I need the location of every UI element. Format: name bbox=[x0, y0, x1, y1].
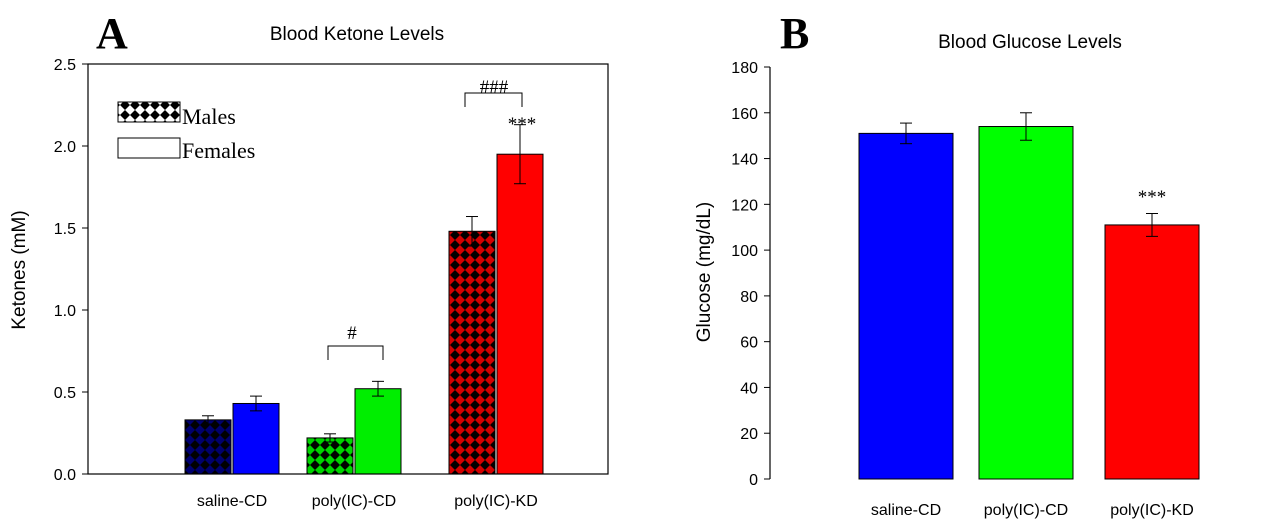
y-tick-label: 120 bbox=[731, 197, 758, 214]
panel-b-x-tick-labels: saline-CD poly(IC)-CD poly(IC)-KD bbox=[871, 502, 1194, 519]
y-tick-label: 1.5 bbox=[54, 221, 76, 238]
y-tick-label: 180 bbox=[731, 60, 758, 77]
panel-b-y-ticks: 0 20 40 60 80 100 120 140 160 180 bbox=[731, 60, 770, 489]
x-tick-label: saline-CD bbox=[197, 493, 267, 510]
x-tick-label: poly(IC)-KD bbox=[1110, 502, 1194, 519]
panel-b-title: Blood Glucose Levels bbox=[938, 32, 1122, 53]
y-tick-label: 80 bbox=[740, 289, 758, 306]
panel-a-legend: Males Females bbox=[117, 101, 255, 163]
bracket-poly-ic-cd bbox=[327, 345, 384, 360]
panel-a-title: Blood Ketone Levels bbox=[270, 24, 444, 45]
legend-label-males: Males bbox=[182, 104, 236, 129]
y-tick-label: 0.5 bbox=[54, 385, 76, 402]
y-tick-label: 2.0 bbox=[54, 139, 76, 156]
y-tick-label: 0 bbox=[749, 472, 758, 489]
legend-swatch-males bbox=[117, 101, 181, 123]
x-tick-label: poly(IC)-CD bbox=[984, 502, 1068, 519]
sig-label-triple-hash: ### bbox=[480, 77, 509, 98]
panel-b-marks bbox=[858, 112, 1200, 480]
y-tick-label: 20 bbox=[740, 426, 758, 443]
panel-a-x-tick-labels: saline-CD poly(IC)-CD poly(IC)-KD bbox=[197, 493, 538, 510]
sig-label-hash: # bbox=[347, 323, 357, 344]
bar-2 bbox=[1104, 224, 1200, 480]
bar-males-0 bbox=[184, 419, 232, 475]
panel-a-letter: A bbox=[96, 9, 128, 58]
panel-b-letter: B bbox=[780, 9, 809, 58]
sig-label-stars-b: *** bbox=[1138, 187, 1167, 208]
y-tick-label: 100 bbox=[731, 243, 758, 260]
bar-females-1 bbox=[354, 388, 402, 475]
y-tick-label: 160 bbox=[731, 106, 758, 123]
y-tick-label: 0.0 bbox=[54, 467, 76, 484]
panel-a: A Blood Ketone Levels Ketones (mM) 0.00.… bbox=[9, 9, 609, 510]
sig-label-stars-a: *** bbox=[508, 114, 537, 135]
panel-a-marks bbox=[184, 124, 544, 475]
x-tick-label: saline-CD bbox=[871, 502, 941, 519]
legend-label-females: Females bbox=[182, 138, 255, 163]
y-tick-label: 2.5 bbox=[54, 57, 76, 74]
bar-females-2 bbox=[496, 153, 544, 475]
panel-b: B Blood Glucose Levels Glucose (mg/dL) 0… bbox=[694, 9, 1200, 519]
x-tick-label: poly(IC)-KD bbox=[454, 493, 538, 510]
legend-swatch-females bbox=[117, 137, 181, 159]
panel-a-y-axis-label: Ketones (mM) bbox=[9, 210, 30, 329]
panel-a-y-ticks: 0.0 0.5 1.0 1.5 2.0 2.5 bbox=[54, 57, 88, 484]
bar-males-2 bbox=[448, 230, 496, 475]
bar-females-0 bbox=[232, 402, 280, 475]
bar-1 bbox=[978, 126, 1074, 480]
y-tick-label: 60 bbox=[740, 335, 758, 352]
bar-males-1 bbox=[306, 437, 354, 475]
panel-a-annotations: # ### *** bbox=[327, 77, 537, 360]
panel-a-plot-frame bbox=[87, 63, 609, 475]
panel-b-y-axis-label: Glucose (mg/dL) bbox=[694, 202, 715, 342]
y-tick-label: 1.0 bbox=[54, 303, 76, 320]
bar-0 bbox=[858, 132, 954, 480]
y-tick-label: 40 bbox=[740, 380, 758, 397]
bracket-poly-ic-kd bbox=[464, 92, 523, 107]
y-tick-label: 140 bbox=[731, 152, 758, 169]
x-tick-label: poly(IC)-CD bbox=[312, 493, 396, 510]
